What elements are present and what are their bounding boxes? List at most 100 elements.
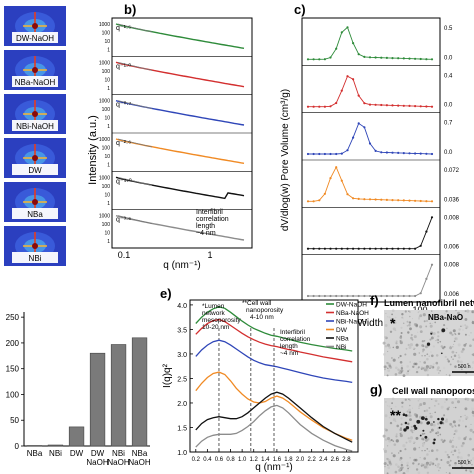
panel-e-ann1-l1: *Lumen: [202, 303, 225, 310]
panel-c-point: [329, 177, 332, 180]
panel-b-slope-label-2: q⁻¹·⁰: [116, 62, 131, 70]
panel-e-ytick-4.0: 4.0: [177, 303, 187, 310]
panel-b-slope-label-3: q⁻⁰·⁷: [116, 101, 132, 109]
panel-c-pore-volume: 0.5 0.0 0.4 0.0 0.7 0.0 0.072 0.036 0.008 0.006 0.…: [280, 17, 460, 329]
panel-e-xtick-2.6: 2.6: [331, 457, 340, 463]
panel-e-kratky: 1.01.52.02.53.03.54.00.2 0.4 0.6 0.8 1.0 1.2 1…: [162, 299, 369, 473]
panel-c-point: [312, 200, 315, 203]
panel-c-rtick-bottom-3: 0.0: [444, 150, 453, 156]
panel-c-point: [318, 105, 321, 108]
panel-c-point: [352, 136, 355, 139]
panel-c-point: [425, 105, 428, 108]
panel-c-point: [380, 294, 383, 298]
panel-b-ytick: 10: [104, 116, 110, 122]
panel-c-point: [340, 31, 343, 34]
panel-c-point: [374, 149, 377, 152]
panel-d-category-label: DW: [91, 449, 105, 458]
panel-c-point: [346, 26, 349, 29]
panel-c-point: [335, 152, 338, 156]
panel-c-point: [374, 103, 377, 106]
panel-e-series-DW-NaOH: [195, 306, 353, 352]
saxs-pattern-3: NBi-NaOH: [4, 94, 66, 134]
panel-c-point: [419, 57, 422, 61]
panel-b-xlabel: q (nm⁻¹): [163, 260, 201, 271]
panel-c-rtick-bottom-5: 0.006: [444, 245, 460, 251]
panel-e-ytick-3.5: 3.5: [177, 327, 187, 334]
panel-b-ytick: 10: [104, 77, 110, 83]
panel-c-point: [340, 89, 343, 92]
panel-c-point: [380, 56, 383, 59]
panel-c-point: [391, 199, 394, 202]
panel-c-point: [312, 247, 315, 250]
panel-c-point: [391, 57, 394, 60]
panel-c-point: [430, 216, 434, 219]
panel-c-point: [368, 56, 372, 59]
saxs-pattern-6: NBi: [4, 226, 66, 266]
panel-b-annot-line3: length: [196, 223, 215, 230]
panel-f-scale-text: 500 n: [458, 364, 471, 370]
panel-c-point: [419, 152, 422, 155]
panel-c-point: [374, 56, 377, 59]
panel-c-point: [306, 58, 310, 61]
panel-d-ytick-0: 0: [15, 442, 20, 451]
panel-e-ann1-l3: mesoporosity: [202, 317, 241, 324]
panel-f-sample: NBa-NaO: [428, 313, 463, 322]
panel-c-point: [414, 152, 417, 155]
panel-c-rtick-bottom-2: 0.0: [444, 103, 453, 109]
panel-e-xtick-0.6: 0.6: [215, 457, 224, 463]
panel-e-xtick-2.4: 2.4: [319, 457, 328, 463]
panel-c-point: [318, 247, 321, 250]
bar-NBa-NaOH: [131, 337, 148, 447]
panel-c-point: [374, 294, 377, 298]
panel-b-ytick: 10: [104, 192, 110, 198]
panel-b-ytick: 1: [107, 239, 110, 245]
panel-e-series-NBa-NaOH: [195, 318, 353, 363]
panel-e-xtick-1.4: 1.4: [261, 457, 270, 463]
panel-d-category-label: NaOH: [107, 458, 129, 467]
panel-c-point: [430, 105, 434, 108]
panel-c-point: [425, 58, 428, 61]
panel-b-annot-line2: correlation: [196, 216, 229, 223]
panel-b-annot-line4: ~4 nm: [196, 230, 216, 237]
panel-c-point: [402, 199, 405, 202]
panel-c-point: [323, 58, 326, 61]
panel-c-rtick-top-2: 0.4: [444, 73, 453, 79]
panel-e-series-NBi-NaOH: [195, 339, 353, 384]
panel-c-point: [408, 152, 411, 155]
panel-c-point: [414, 294, 417, 298]
panel-c-point: [340, 152, 343, 155]
panel-c-point: [385, 151, 388, 154]
panel-c-point: [425, 230, 428, 233]
panel-c-point: [408, 199, 411, 202]
panel-c-point: [408, 104, 411, 107]
panel-e-ytick-2.0: 2.0: [177, 401, 187, 408]
panel-c-point: [397, 57, 400, 60]
panel-c-point: [357, 197, 360, 200]
panel-b-ytick: 10: [104, 231, 110, 237]
panel-c-point: [329, 105, 332, 108]
panel-c-point: [419, 244, 422, 247]
panel-b-ytick: 100: [102, 31, 111, 37]
panel-c-point: [306, 152, 310, 156]
panel-d-category-label: DW: [70, 449, 84, 458]
panel-b-ytick: 100: [102, 146, 111, 152]
panel-c-point: [335, 166, 338, 169]
panel-c-point: [323, 152, 326, 156]
panel-e-legend-label-NBi-NaOH: NBi-NaOH: [336, 319, 367, 326]
panel-e-series-NBa: [195, 391, 353, 443]
saxs-pattern-label-1: DW-NaOH: [16, 34, 54, 43]
panel-e-xlabel: q (nm⁻¹): [255, 462, 293, 473]
panel-c-point: [335, 247, 338, 250]
panel-e-xtick-0.2: 0.2: [192, 457, 201, 463]
panel-c-point: [368, 103, 372, 106]
panel-c-point: [430, 58, 434, 61]
panel-c-rtick-top-4: 0.072: [444, 168, 460, 174]
panel-c-rtick-top-5: 0.008: [444, 215, 460, 221]
panel-c-point: [430, 200, 434, 203]
panel-c-ylabel: dV/dlog(w) Pore Volume (cm³/g): [280, 89, 291, 231]
panel-c-point: [306, 294, 310, 298]
panel-c-point: [306, 200, 310, 203]
panel-c-rtick-top-6: 0.008: [444, 263, 460, 269]
panel-b-ytick: 10: [104, 39, 110, 45]
